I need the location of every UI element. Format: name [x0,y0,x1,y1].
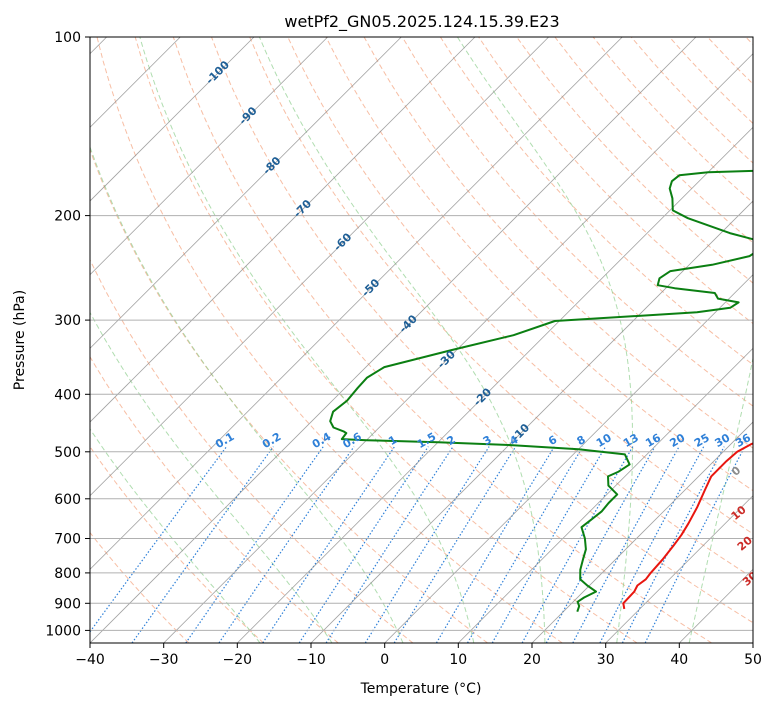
x-tick-label: 50 [744,652,762,668]
y-tick-label: 100 [54,30,81,46]
y-tick-label: 600 [54,492,81,508]
x-tick-label: 0 [380,652,389,668]
x-tick-label: 10 [449,652,467,668]
y-tick-label: 700 [54,532,81,548]
x-tick-label: 30 [597,652,615,668]
x-tick-label: −20 [223,652,253,668]
y-tick-label: 400 [54,387,81,403]
x-axis-label: Temperature (°C) [360,681,482,697]
x-tick-label: −10 [296,652,326,668]
y-tick-label: 500 [54,445,81,461]
y-tick-label: 1000 [45,623,81,639]
chart-title: wetPf2_GN05.2025.124.15.39.E23 [284,12,559,32]
x-tick-label: −40 [75,652,105,668]
y-tick-label: 800 [54,566,81,582]
x-tick-label: 20 [523,652,541,668]
x-tick-label: 40 [670,652,688,668]
y-tick-label: 900 [54,596,81,612]
y-tick-label: 300 [54,313,81,329]
y-tick-label: 200 [54,209,81,225]
x-tick-label: −30 [149,652,179,668]
y-axis-label: Pressure (hPa) [12,290,28,390]
